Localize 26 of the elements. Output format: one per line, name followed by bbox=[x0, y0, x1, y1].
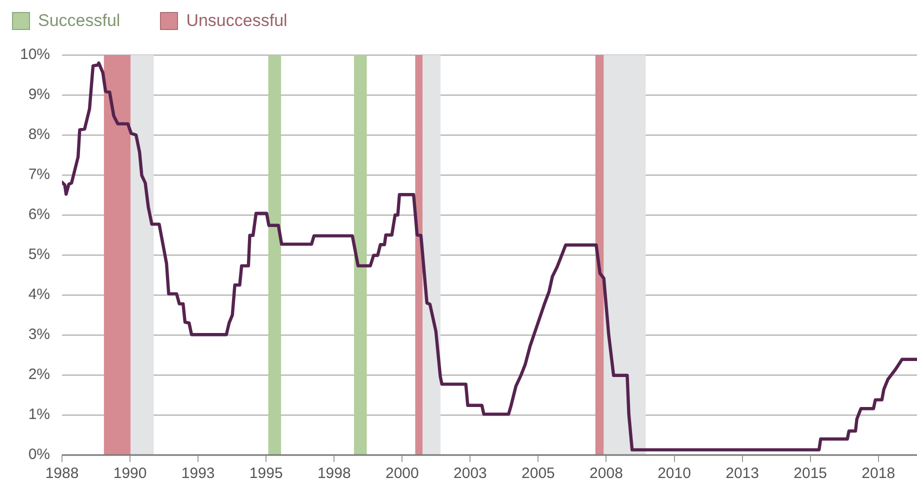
x-tick-label: 2005 bbox=[522, 465, 555, 482]
x-tick-label: 1998 bbox=[317, 465, 351, 482]
y-tick-label: 2% bbox=[28, 366, 50, 384]
x-tick-label: 1988 bbox=[45, 465, 79, 482]
x-tick-label: 2008 bbox=[590, 465, 623, 482]
x-tick-label: 1993 bbox=[181, 465, 215, 482]
y-tick-label: 0% bbox=[28, 446, 50, 464]
y-tick-label: 1% bbox=[28, 406, 50, 424]
y-tick-label: 3% bbox=[28, 326, 50, 344]
y-tick-label: 6% bbox=[28, 206, 50, 224]
y-tick-label: 5% bbox=[28, 246, 50, 264]
y-tick-label: 10% bbox=[20, 46, 50, 64]
x-tick-label: 1990 bbox=[113, 465, 147, 482]
x-tick-label: 2018 bbox=[862, 465, 896, 482]
y-tick-label: 7% bbox=[28, 166, 50, 184]
y-tick-label: 9% bbox=[28, 86, 50, 104]
x-tick-label: 2010 bbox=[658, 465, 691, 482]
x-tick-label: 2015 bbox=[794, 465, 828, 482]
legend-label: Unsuccessful bbox=[186, 11, 288, 31]
x-tick-label: 2013 bbox=[726, 465, 759, 482]
y-tick-label: 4% bbox=[28, 286, 50, 304]
x-tick-label: 2000 bbox=[385, 465, 419, 482]
x-tick-label: 1995 bbox=[249, 465, 283, 482]
x-tick-label: 2003 bbox=[454, 465, 487, 482]
legend-label: Successful bbox=[38, 11, 120, 31]
y-tick-label: 8% bbox=[28, 126, 50, 144]
